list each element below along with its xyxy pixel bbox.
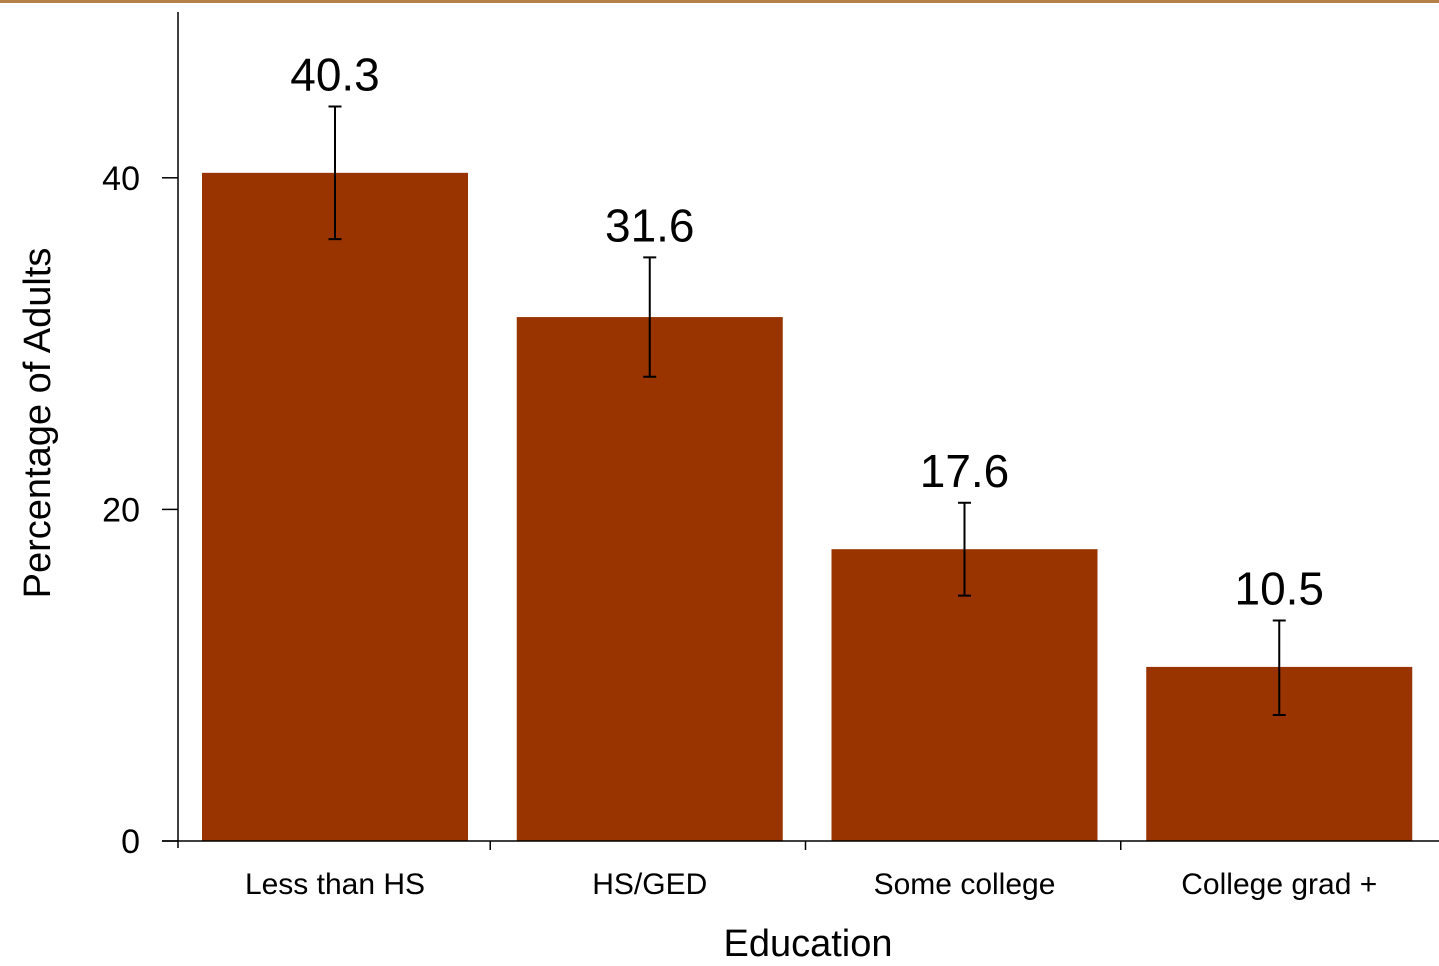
data-label: 10.5 (1234, 562, 1324, 614)
data-label: 17.6 (920, 445, 1010, 497)
labels-layer: 40.3 Less than HS 31.6 HS/GED 17.6 Some colle… (102, 49, 1377, 901)
y-axis-title: Percentage of Adults (17, 248, 59, 599)
y-tick-label: 20 (102, 491, 140, 529)
x-tick-label: Some college (874, 868, 1056, 901)
x-tick-label: Less than HS (245, 868, 425, 901)
error-bars-layer (328, 105, 1286, 716)
axes-layer (162, 12, 1439, 850)
bar (516, 317, 783, 841)
bar (831, 549, 1098, 841)
data-label: 40.3 (290, 49, 380, 101)
x-tick-label: HS/GED (592, 868, 707, 901)
bars-layer (202, 172, 1413, 842)
bar (202, 172, 468, 842)
y-tick-label: 40 (102, 160, 140, 198)
x-tick-label: College grad + (1181, 868, 1377, 901)
x-axis-title: Education (723, 923, 892, 961)
y-tick-label: 0 (121, 823, 140, 861)
data-label: 31.6 (605, 199, 695, 251)
